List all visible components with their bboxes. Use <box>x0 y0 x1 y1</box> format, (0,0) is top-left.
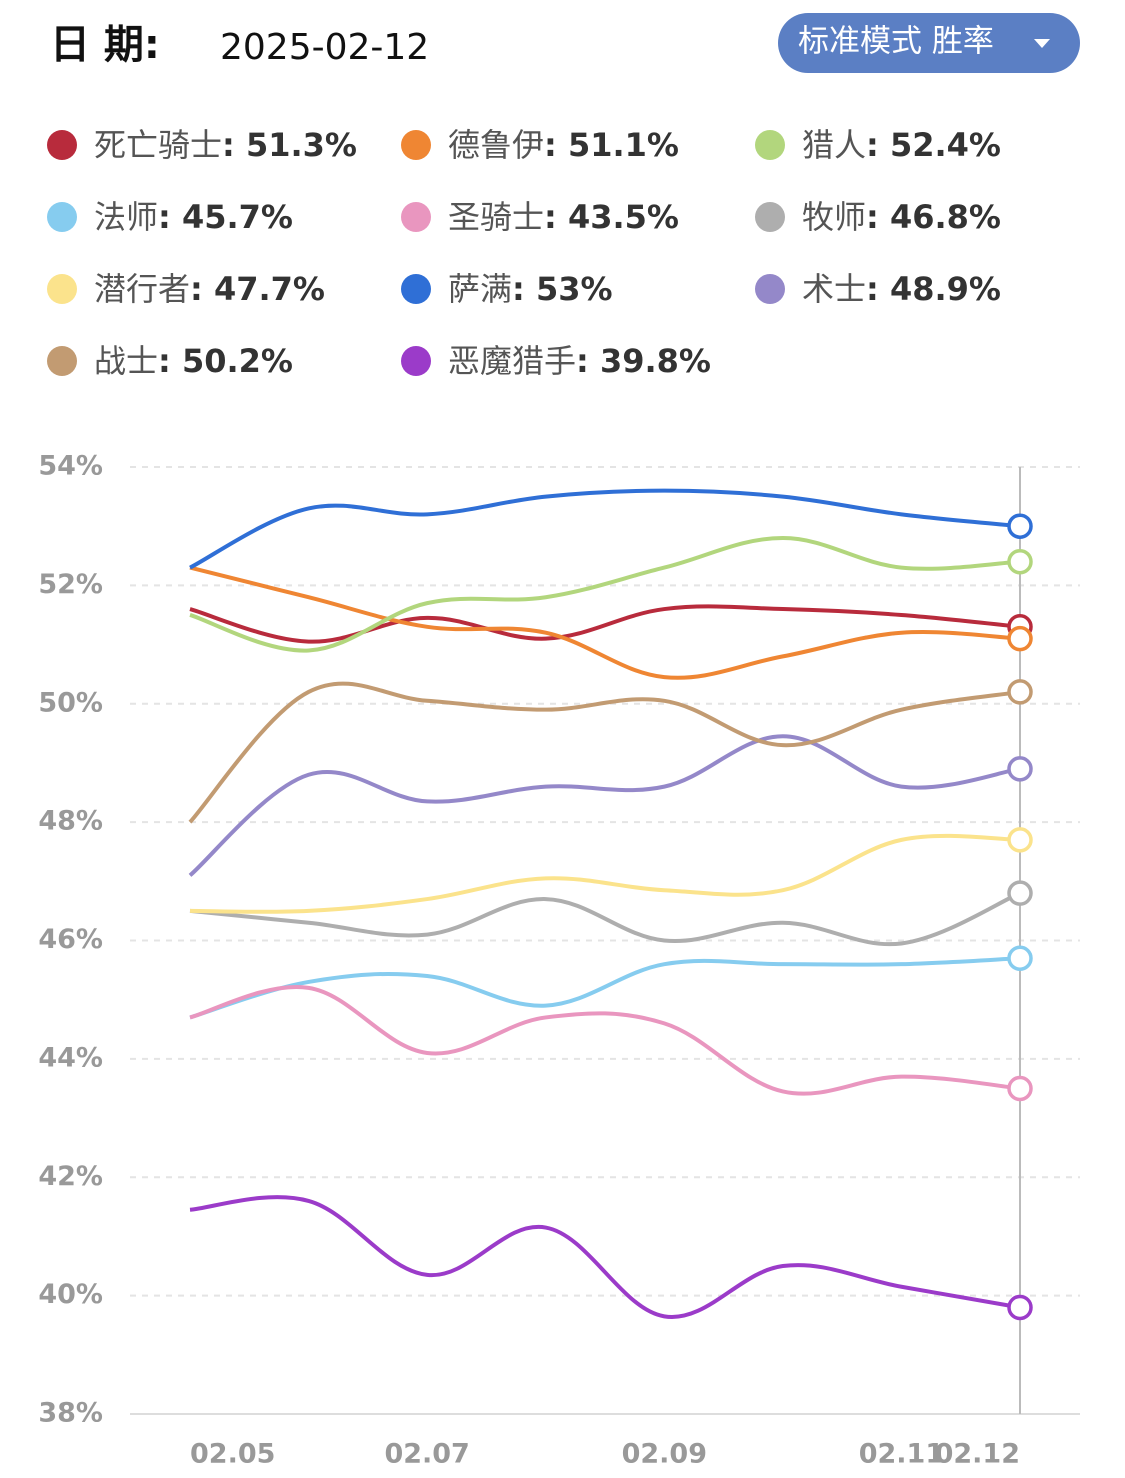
legend-value: 45.7% <box>182 198 293 236</box>
y-tick-label: 40% <box>38 1279 103 1310</box>
x-tick-label: 02.05 <box>190 1439 275 1470</box>
mode-button-bg[interactable] <box>778 13 1080 73</box>
y-tick-label: 44% <box>38 1042 103 1073</box>
legend-entry: 萨满: 53% <box>448 270 613 308</box>
legend-value: 46.8% <box>890 198 1001 236</box>
legend-sep: : <box>544 198 568 236</box>
legend-value: 51.3% <box>246 126 357 164</box>
end-marker <box>1007 548 1033 575</box>
legend-value: 50.2% <box>182 342 293 380</box>
legend-entry: 圣骑士: 43.5% <box>448 198 679 236</box>
legend-dot <box>401 346 431 376</box>
legend-name: 牧师 <box>802 198 866 236</box>
x-tick-label: 02.09 <box>622 1439 707 1470</box>
legend-value: 47.7% <box>214 270 325 308</box>
y-tick-label: 42% <box>38 1161 103 1192</box>
legend-entry: 战士: 50.2% <box>94 342 293 380</box>
legend-entry: 潜行者: 47.7% <box>94 270 325 308</box>
legend-dot <box>401 274 431 304</box>
caret[interactable] <box>1034 39 1050 48</box>
end-marker <box>1007 945 1033 972</box>
legend-name: 猎人 <box>802 126 866 164</box>
legend-value: 43.5% <box>568 198 679 236</box>
x-tick-label: 02.11 <box>859 1439 944 1470</box>
end-marker <box>1007 880 1033 906</box>
y-tick-label: 52% <box>38 569 103 600</box>
legend-entry: 恶魔猎手: 39.8% <box>448 342 711 380</box>
legend-dot <box>401 130 431 160</box>
legend-dot <box>47 274 77 304</box>
mode-button[interactable]: 标准模式 胜率 <box>778 13 1080 73</box>
series-line <box>189 956 1021 1020</box>
legend-value: 51.1% <box>568 126 679 164</box>
legend-name: 圣骑士 <box>448 198 544 236</box>
series-line <box>188 681 1021 824</box>
legend-name: 战士 <box>94 342 158 380</box>
legend-value: 52.4% <box>890 126 1001 164</box>
legend-name: 恶魔猎手 <box>448 342 576 380</box>
mode-button-text[interactable]: 标准模式 胜率 <box>798 24 994 60</box>
legend-sep: : <box>190 270 214 308</box>
legend-name: 死亡骑士 <box>94 126 222 164</box>
x-tick-label: 02.12 <box>935 1439 1020 1470</box>
end-marker <box>1007 513 1033 539</box>
legend-entry: 牧师: 46.8% <box>802 198 1001 236</box>
legend-entry: 猎人: 52.4% <box>802 126 1001 164</box>
legend-sep: : <box>866 270 890 308</box>
legend-dot <box>755 274 785 304</box>
legend-sep: : <box>576 342 600 380</box>
end-marker <box>1007 756 1033 782</box>
legend-value: 39.8% <box>600 342 711 380</box>
end-marker <box>1007 1294 1033 1321</box>
legend-dot <box>47 130 77 160</box>
end-marker <box>1007 625 1033 652</box>
date-label: 日 期: <box>50 22 160 68</box>
legend-name: 潜行者 <box>94 270 190 308</box>
legend-dot <box>755 202 785 232</box>
legend-sep: : <box>512 270 536 308</box>
legend-sep: : <box>866 198 890 236</box>
date-value: 2025-02-12 <box>220 27 429 68</box>
y-tick-label: 50% <box>38 687 103 718</box>
x-tick-label: 02.07 <box>384 1439 469 1470</box>
series-line <box>188 734 1021 877</box>
end-marker <box>1007 1075 1033 1102</box>
end-marker <box>1007 679 1033 705</box>
legend-dot <box>47 346 77 376</box>
legend-entry: 死亡骑士: 51.3% <box>94 126 357 164</box>
legend-name: 术士 <box>802 270 866 308</box>
y-tick-label: 54% <box>38 451 103 482</box>
legend-dot <box>47 202 77 232</box>
legend-name: 萨满 <box>448 270 512 308</box>
series-line <box>189 891 1021 947</box>
y-tick-label: 38% <box>38 1398 103 1429</box>
legend-name: 德鲁伊 <box>448 126 544 164</box>
legend-name: 法师 <box>94 198 158 236</box>
series-line <box>189 833 1021 914</box>
legend-sep: : <box>222 126 246 164</box>
series-line <box>189 604 1021 644</box>
legend-sep: : <box>158 198 182 236</box>
legend-sep: : <box>866 126 890 164</box>
y-tick-label: 46% <box>38 924 103 955</box>
legend-entry: 德鲁伊: 51.1% <box>448 126 679 164</box>
series-line <box>189 536 1021 653</box>
y-tick-label: 48% <box>38 806 103 837</box>
legend-sep: : <box>544 126 568 164</box>
legend-value: 53% <box>536 270 613 308</box>
series-line <box>189 565 1021 680</box>
series-line <box>189 1195 1021 1319</box>
legend-sep: : <box>158 342 182 380</box>
legend-entry: 法师: 45.7% <box>94 198 293 236</box>
legend-entry: 术士: 48.9% <box>802 270 1001 308</box>
series-line <box>189 984 1021 1096</box>
legend-value: 48.9% <box>890 270 1001 308</box>
legend-dot <box>755 130 785 160</box>
end-marker <box>1007 827 1033 853</box>
legend-dot <box>401 202 431 232</box>
series-line <box>189 488 1021 570</box>
